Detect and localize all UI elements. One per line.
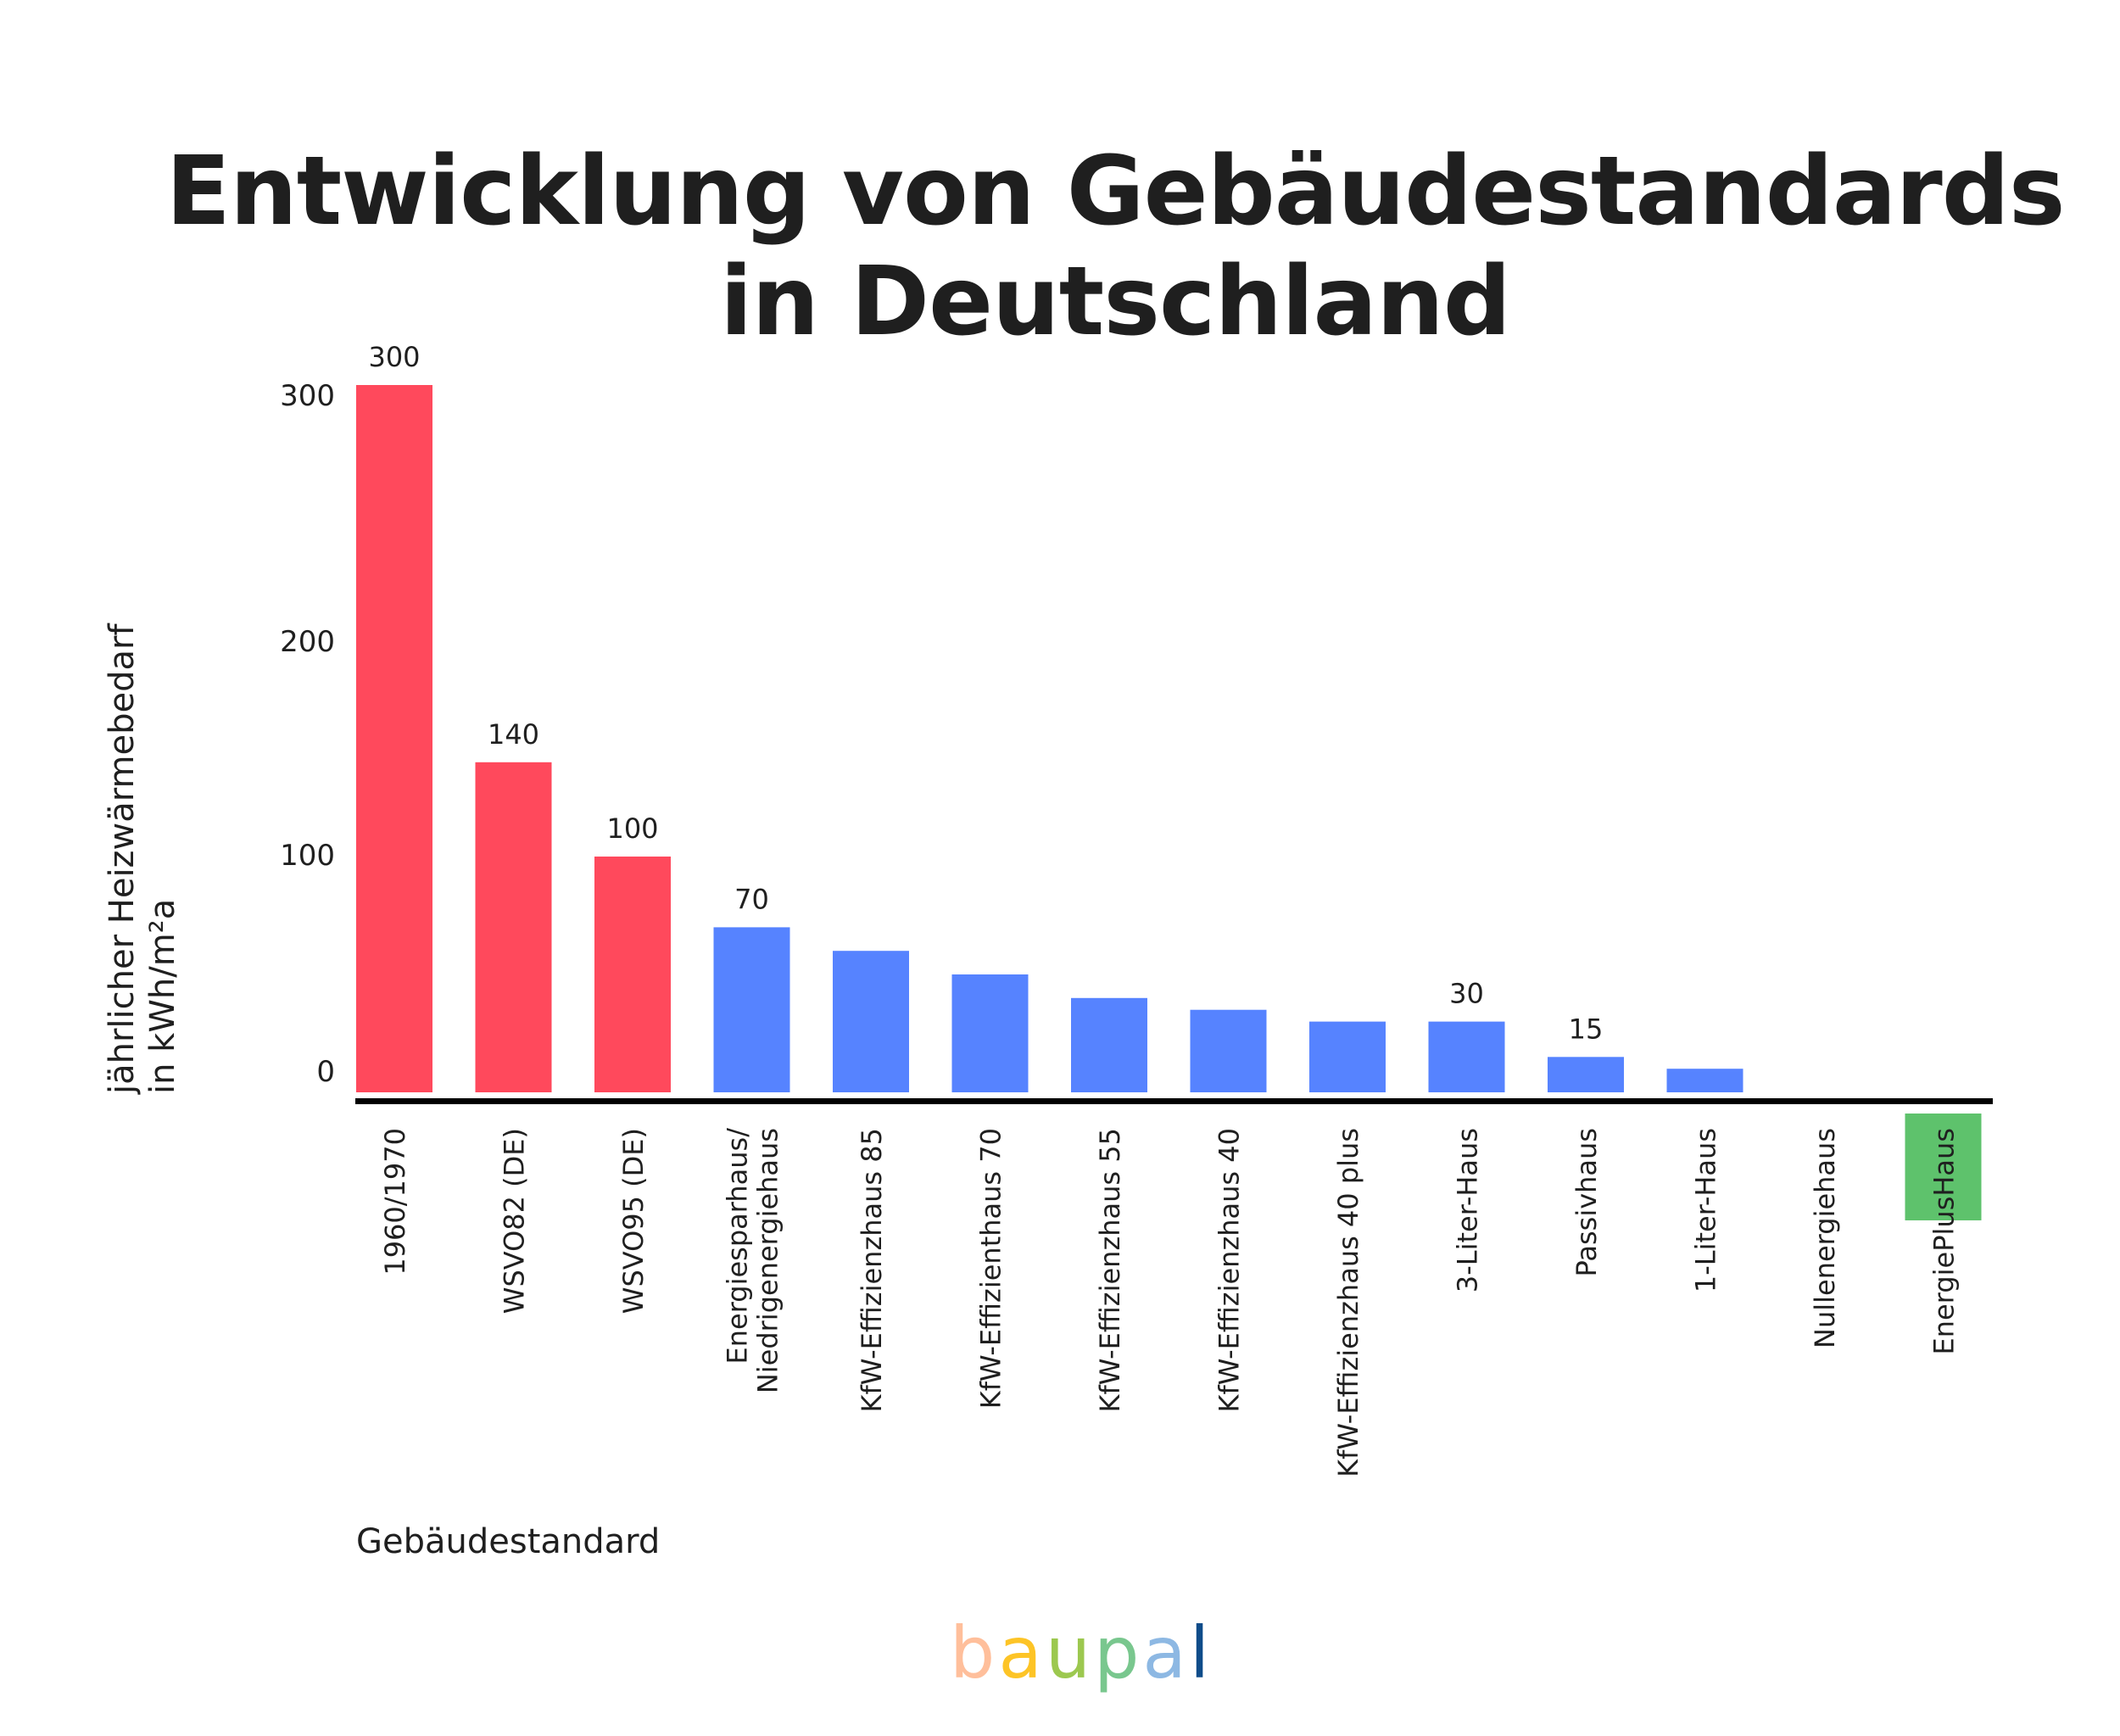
x-tick-label-line: 3-Liter-Haus	[1452, 1128, 1484, 1292]
data-label: 30	[1449, 978, 1484, 1010]
bar	[356, 385, 432, 1092]
x-tick-label-line: Passivhaus	[1570, 1128, 1603, 1276]
logo-letter: a	[998, 1611, 1046, 1694]
bar	[1666, 1069, 1743, 1092]
x-axis-label: Gebäudestandard	[356, 1522, 661, 1561]
x-tick-label: WSVO95 (DE)	[617, 1128, 650, 1314]
y-tick-label: 100	[280, 839, 335, 873]
x-tick-label-line: 1960/1970	[379, 1128, 411, 1275]
x-tick-label-line: KfW-Effizienzhaus 40	[1213, 1128, 1246, 1412]
x-tick-label-line: Niedrigenergiehaus	[752, 1128, 784, 1393]
x-tick-label: 1-Liter-Haus	[1690, 1128, 1722, 1292]
data-label: 300	[368, 341, 420, 373]
x-tick-label: Nullenergiehaus	[1809, 1128, 1841, 1348]
x-tick-label: WSVO82 (DE)	[499, 1128, 531, 1314]
logo-letter: u	[1045, 1611, 1095, 1694]
x-tick-label-line: KfW-Effizienzhaus 85	[856, 1128, 888, 1412]
x-axis-line	[355, 1098, 1993, 1104]
logo-letter: b	[950, 1611, 999, 1694]
bar	[1428, 1021, 1505, 1092]
bar	[1071, 997, 1147, 1092]
x-tick-label: KfW-Effizienzhaus 40	[1213, 1128, 1246, 1412]
baupal-logo: baupal	[950, 1611, 1213, 1694]
y-axis-label-line-2: in kWh/m²a	[143, 898, 182, 1094]
bar	[1190, 1009, 1267, 1092]
bar	[951, 974, 1029, 1092]
bar	[1309, 1021, 1386, 1092]
x-tick-label: KfW-Effizienzhaus 55	[1094, 1128, 1126, 1412]
bar	[1905, 1114, 1982, 1220]
x-tick-label: EnergiePlusHaus	[1928, 1128, 1961, 1354]
x-tick-label-line: 1-Liter-Haus	[1690, 1128, 1722, 1292]
y-axis-label: jährlicher Heizwärmebedarf in kWh/m²a	[102, 623, 183, 1094]
x-tick-label: KfW-Effizienthaus 70	[975, 1128, 1007, 1409]
x-tick-label-line: Energiesparhaus/	[722, 1128, 754, 1365]
x-tick-label: 1960/1970	[379, 1128, 411, 1275]
x-tick-label-line: WSVO95 (DE)	[617, 1128, 650, 1314]
chart-title-line-2: in Deutschland	[720, 247, 1511, 357]
bar	[475, 762, 552, 1092]
x-tick-label-line: WSVO82 (DE)	[499, 1128, 531, 1314]
data-label: 70	[734, 883, 769, 915]
y-tick-label: 200	[280, 625, 335, 659]
x-tick-label: Passivhaus	[1570, 1128, 1603, 1276]
x-tick-label-line: EnergiePlusHaus	[1928, 1128, 1961, 1354]
y-axis-label-line-1: jährlicher Heizwärmebedarf	[103, 623, 142, 1094]
x-tick-label-line: KfW-Effizienzhaus 55	[1094, 1128, 1126, 1412]
bar	[713, 927, 790, 1092]
y-tick-label: 300	[280, 379, 335, 413]
x-tick-label-line: Nullenergiehaus	[1809, 1128, 1841, 1348]
x-tick-label: KfW-Effizienzhaus 85	[856, 1128, 888, 1412]
bar	[594, 857, 671, 1092]
x-tick-label: 3-Liter-Haus	[1452, 1128, 1484, 1292]
logo-letter: p	[1094, 1611, 1143, 1694]
data-label: 100	[606, 812, 658, 845]
data-label: 140	[488, 718, 539, 751]
bar	[1548, 1057, 1624, 1092]
x-tick-label: Energiesparhaus/Niedrigenergiehaus	[722, 1128, 784, 1393]
logo-letter: a	[1142, 1611, 1190, 1694]
data-label: 15	[1569, 1013, 1604, 1045]
x-tick-label: KfW-Effizienzhaus 40 plus	[1332, 1128, 1364, 1477]
x-tick-label-line: KfW-Effizienthaus 70	[975, 1128, 1007, 1409]
bar	[833, 951, 909, 1092]
chart-title-line-1: Entwicklung von Gebäudestandards	[165, 137, 2065, 247]
y-tick-label: 0	[316, 1055, 335, 1089]
x-tick-label-line: KfW-Effizienzhaus 40 plus	[1332, 1128, 1364, 1477]
logo-letter: l	[1189, 1611, 1213, 1694]
